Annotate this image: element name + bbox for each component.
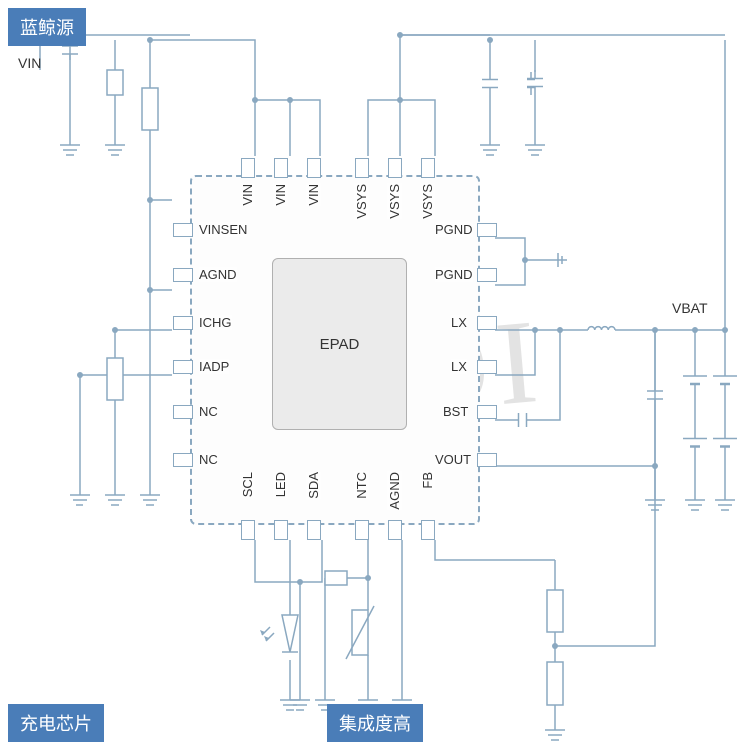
- ic-pin: [173, 360, 193, 374]
- ic-pin: [477, 360, 497, 374]
- pin-label: FB: [420, 472, 435, 489]
- ic-pin: [477, 453, 497, 467]
- ic-pin: [477, 223, 497, 237]
- ic-pin: [274, 520, 288, 540]
- ic-pin: [421, 520, 435, 540]
- ic-pin: [274, 158, 288, 178]
- pin-label: VSYS: [354, 184, 369, 219]
- vbat-label: VBAT: [672, 300, 708, 316]
- ic-pin: [173, 268, 193, 282]
- pin-label: SDA: [306, 472, 321, 499]
- pin-label: ICHG: [199, 315, 232, 330]
- pin-label: VIN: [240, 184, 255, 206]
- pin-label: LX: [451, 315, 467, 330]
- ic-pin: [307, 158, 321, 178]
- ic-pin: [307, 520, 321, 540]
- ic-pin: [355, 520, 369, 540]
- ic-pin: [355, 158, 369, 178]
- ic-pin: [173, 405, 193, 419]
- ic-pin: [477, 405, 497, 419]
- vin-label: VIN: [18, 55, 41, 71]
- ic-pin: [173, 453, 193, 467]
- ic-pin: [477, 316, 497, 330]
- ic-epad-label: EPAD: [320, 336, 360, 353]
- pin-label: LX: [451, 359, 467, 374]
- ic-pin: [173, 316, 193, 330]
- pin-label: NC: [199, 452, 218, 467]
- pin-label: NTC: [354, 472, 369, 499]
- pin-label: LED: [273, 472, 288, 497]
- ic-pin: [173, 223, 193, 237]
- pin-label: VSYS: [387, 184, 402, 219]
- ic-pin: [477, 268, 497, 282]
- badge-product: 充电芯片: [8, 704, 104, 742]
- pin-label: VSYS: [420, 184, 435, 219]
- pin-label: BST: [443, 404, 468, 419]
- ic-pin: [388, 158, 402, 178]
- pin-label: VIN: [273, 184, 288, 206]
- pin-label: VOUT: [435, 452, 471, 467]
- pin-label: NC: [199, 404, 218, 419]
- badge-brand: 蓝鲸源: [8, 8, 86, 46]
- pin-label: VINSEN: [199, 222, 247, 237]
- pin-label: SCL: [240, 472, 255, 497]
- ic-pin: [421, 158, 435, 178]
- badge-feature: 集成度高: [327, 704, 423, 742]
- pin-label: PGND: [435, 267, 473, 282]
- ic-pin: [241, 158, 255, 178]
- ic-pin: [388, 520, 402, 540]
- pin-label: VIN: [306, 184, 321, 206]
- pin-label: IADP: [199, 359, 229, 374]
- pin-label: AGND: [387, 472, 402, 510]
- pin-label: AGND: [199, 267, 237, 282]
- ic-epad: EPAD: [272, 258, 407, 430]
- ic-pin: [241, 520, 255, 540]
- pin-label: PGND: [435, 222, 473, 237]
